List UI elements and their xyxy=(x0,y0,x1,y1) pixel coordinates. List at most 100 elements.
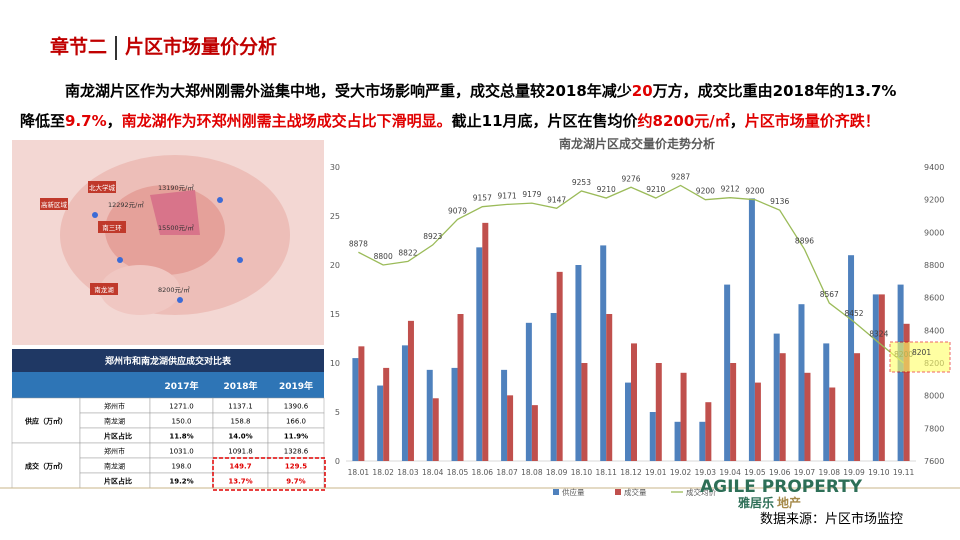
paragraph-line: 降低至9.7%，南龙湖作为环郑州刚需主战场成交占比下滑明显。截止11月底，片区在… xyxy=(20,106,955,136)
x-tick-label: 18.07 xyxy=(496,468,518,477)
map-tag xyxy=(90,283,118,295)
text-run: 约8200元/㎡ xyxy=(637,112,730,130)
table-cell: 郑州市 xyxy=(104,447,125,456)
y2-tick-label: 9200 xyxy=(924,196,944,205)
data-label: 9136 xyxy=(770,197,789,206)
logo-cn2: 地产 xyxy=(777,495,801,510)
x-tick-label: 18.01 xyxy=(348,468,370,477)
bar xyxy=(680,372,687,461)
bar xyxy=(525,322,532,461)
data-label: 9210 xyxy=(597,185,616,194)
x-tick-label: 18.11 xyxy=(595,468,617,477)
bar xyxy=(451,367,458,461)
legend-label: 成交量 xyxy=(624,487,647,497)
y-tick-label: 10 xyxy=(330,359,340,368)
bar xyxy=(426,369,433,461)
bar xyxy=(383,367,390,461)
bar xyxy=(556,271,563,461)
y2-tick-label: 9400 xyxy=(924,163,944,172)
table-cell: 9.7% xyxy=(286,478,305,486)
bar xyxy=(352,358,359,461)
y-tick-label: 25 xyxy=(330,212,340,221)
x-tick-label: 19.09 xyxy=(843,468,865,477)
bar xyxy=(655,363,662,461)
bar xyxy=(531,405,538,461)
y2-tick-label: 8000 xyxy=(924,392,944,401)
x-tick-label: 18.04 xyxy=(422,468,444,477)
table-cell: 129.5 xyxy=(285,463,307,471)
paragraph-line: 南龙湖片区作为大郑州刚需外溢集中地，受大市场影响严重，成交总量较2018年减少2… xyxy=(20,76,955,106)
bar xyxy=(705,402,712,461)
table-cell: 1328.6 xyxy=(284,448,309,456)
legend-label: 成交均价 xyxy=(686,487,716,497)
x-tick-label: 19.06 xyxy=(769,468,791,477)
bar xyxy=(501,369,508,461)
y2-tick-label: 7600 xyxy=(924,457,944,466)
bar xyxy=(600,245,607,461)
table-group-cell xyxy=(11,397,81,444)
highlight-box xyxy=(212,457,326,491)
bar xyxy=(872,294,879,461)
data-label: 8800 xyxy=(374,252,393,261)
map-tag xyxy=(88,181,116,193)
y2-tick-label: 7800 xyxy=(924,424,944,433)
text-run: 降低至 xyxy=(20,112,66,130)
map-dot xyxy=(177,297,183,303)
map-label: 南三环 xyxy=(102,223,122,232)
table-cell: 郑州市 xyxy=(104,402,125,411)
text-run: 截止11月底，片区在售均价 xyxy=(451,112,638,130)
table-header: 2017年 xyxy=(164,380,198,392)
bar xyxy=(507,395,514,461)
x-tick-label: 19.07 xyxy=(794,468,816,477)
table-cell: 11.9% xyxy=(284,433,308,441)
bar xyxy=(724,284,731,461)
bar xyxy=(674,421,681,461)
bar xyxy=(401,345,408,461)
data-label: 9276 xyxy=(621,174,640,183)
y2-tick-label: 8800 xyxy=(924,261,944,270)
data-label: 9210 xyxy=(646,185,665,194)
x-tick-label: 18.10 xyxy=(571,468,593,477)
bar xyxy=(631,343,637,461)
x-tick-label: 19.08 xyxy=(819,468,841,477)
y-tick-label: 30 xyxy=(330,163,340,172)
map-label: 北大学城 xyxy=(89,183,116,192)
text-run: ， xyxy=(106,112,122,130)
bar xyxy=(606,314,613,461)
y-tick-label: 20 xyxy=(330,261,340,270)
bar xyxy=(779,353,786,461)
legend-swatch xyxy=(615,489,621,495)
table-cell: 11.8% xyxy=(169,433,193,441)
bar xyxy=(823,343,830,461)
table-cell: 166.0 xyxy=(286,418,306,426)
map-dot xyxy=(92,212,98,218)
table-cell: 南龙湖 xyxy=(104,417,125,426)
header-title: 片区市场量价分析 xyxy=(125,36,278,58)
table-cell: 158.8 xyxy=(230,418,250,426)
table-cell: 南龙湖 xyxy=(104,462,125,471)
data-label: 9253 xyxy=(572,178,591,187)
section: 章节二 xyxy=(50,36,108,58)
map-area xyxy=(100,265,180,315)
text-run: 万方，成交比重由2018年的13.7% xyxy=(652,82,897,100)
bar xyxy=(748,198,755,462)
bar xyxy=(457,314,464,461)
table-cell: 1271.0 xyxy=(169,403,194,411)
bar xyxy=(897,284,904,461)
table-header: 2018年 xyxy=(223,380,257,392)
data-label: 8567 xyxy=(820,290,839,299)
legend-label: 供应量 xyxy=(562,487,585,497)
table-cell: 1031.0 xyxy=(169,448,194,456)
map-label: 15500元/㎡ xyxy=(158,223,194,232)
text-run: 南龙湖作为环郑州刚需主战场成交占比下滑明显。 xyxy=(121,112,452,130)
bar xyxy=(854,353,861,461)
bar xyxy=(625,382,631,461)
bar xyxy=(798,304,805,461)
map-tag xyxy=(40,198,68,210)
bar xyxy=(878,294,885,461)
x-tick-label: 18.05 xyxy=(447,468,469,477)
table-cell: 1137.1 xyxy=(228,403,253,411)
map-dot xyxy=(237,257,243,263)
map-dot xyxy=(117,257,123,263)
